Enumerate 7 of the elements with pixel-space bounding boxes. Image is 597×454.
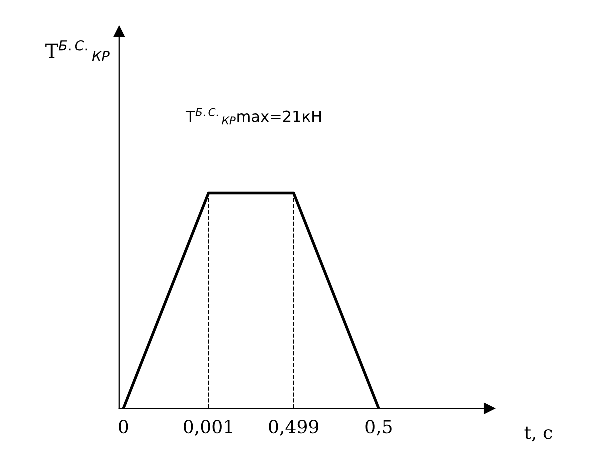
x-tick-label: 0,001 <box>184 420 232 436</box>
x-tick-label: 0,499 <box>269 420 318 436</box>
text: T$^{Б.С.}$$_{КР}$max=21кН <box>186 108 322 125</box>
x-tick-label: 0 <box>119 420 128 434</box>
x-tick-label: 0,5 <box>366 420 392 436</box>
text: T$^{Б.С.}$$_{КР}$ <box>46 40 110 62</box>
x-axis-title: t, c <box>524 426 552 442</box>
